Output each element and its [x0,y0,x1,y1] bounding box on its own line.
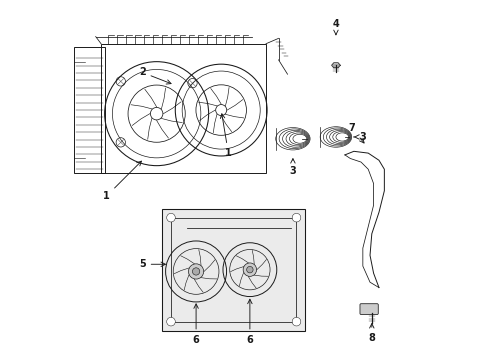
Bar [74,47,104,173]
Circle shape [116,138,125,147]
Circle shape [166,318,175,326]
Circle shape [246,266,253,273]
Bar [162,209,305,330]
Circle shape [188,264,203,279]
Bar [171,218,296,321]
Polygon shape [331,63,340,68]
Circle shape [116,77,125,86]
Circle shape [166,213,175,222]
Text: 6: 6 [192,304,199,345]
Bar [101,44,265,173]
Circle shape [292,318,300,326]
Text: 1: 1 [220,114,231,158]
Circle shape [243,263,256,276]
Text: 2: 2 [139,67,171,84]
Circle shape [187,78,197,88]
Text: 1: 1 [103,161,141,201]
Text: 3: 3 [353,132,366,142]
Circle shape [292,213,300,222]
Text: 5: 5 [139,259,165,269]
Text: 3: 3 [289,159,296,176]
Text: 8: 8 [367,324,374,343]
Text: 4: 4 [332,19,339,35]
Text: 7: 7 [348,123,364,143]
Circle shape [192,268,199,275]
FancyBboxPatch shape [359,304,378,315]
Text: 6: 6 [246,299,253,345]
